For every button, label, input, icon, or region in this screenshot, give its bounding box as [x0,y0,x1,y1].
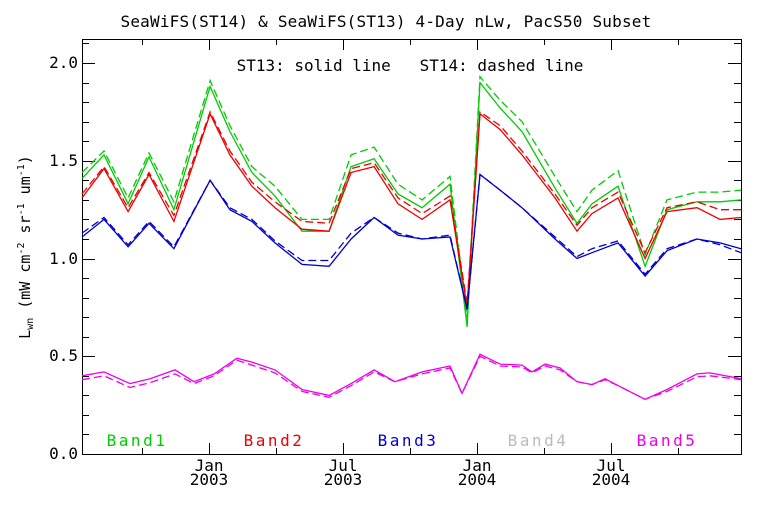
x-tick-line: Jan [462,456,492,475]
plot-frame [82,39,742,455]
series-band2-st14-line [81,110,741,304]
y-label-text: um [16,176,34,204]
y-label-text: ) [16,155,34,165]
y-label-sub: wn [25,317,36,330]
x-tick-line: Jul [596,456,626,475]
y-label-sup: -1 [16,164,27,177]
y-label-sup: -2 [16,242,27,255]
series-band5-st14-line [81,355,742,401]
x-tick-line: Jul [328,456,358,475]
series-band3-st14-line [81,173,742,310]
series-band2-st13-line [81,112,742,308]
y-tick-label: 0.5 [49,346,78,366]
x-tick-line: 2003 [189,470,229,489]
x-tick-line: 2003 [323,470,363,489]
y-label-sup: -1 [16,203,27,216]
line-style-note: ST13: solid line ST14: dashed line [236,56,584,75]
legend-band3: Band3 [377,431,439,450]
chart-title: SeaWiFS(ST14) & SeaWiFS(ST13) 4-Day nLw,… [120,12,652,31]
series-band1-st14-line [81,75,742,318]
x-tick-line: 2004 [591,470,631,489]
x-tick-label: Jul 2004 [575,456,647,489]
x-tick-line: Jan [194,456,224,475]
legend-band4: Band4 [507,431,569,450]
y-tick-label: 1.5 [49,150,78,170]
y-label-text: (mW cm [16,254,34,318]
y-tick-label: 1.0 [49,248,78,268]
legend-band1: Band1 [106,431,168,450]
legend-band5: Band5 [636,431,698,450]
series-band1-st13-line [81,80,742,327]
x-tick-label: Jul 2003 [307,456,379,489]
y-label-text: sr [16,215,34,243]
legend-band2: Band2 [243,431,305,450]
y-label-text: L [16,329,34,339]
y-tick-label: 2.0 [49,53,78,73]
x-tick-label: Jan 2004 [441,456,513,489]
y-tick-label: 0.0 [49,444,78,463]
x-tick-label: Jan 2003 [173,456,245,489]
y-axis-label: Lwn (mW cm-2 sr-1 um-1) [16,97,36,397]
x-tick-line: 2004 [457,470,497,489]
